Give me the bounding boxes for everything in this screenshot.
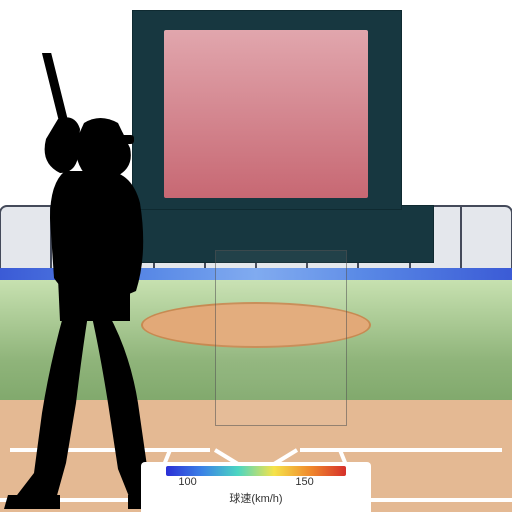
speed-tick: 100 [178, 476, 196, 488]
speed-legend-gradient [166, 466, 346, 476]
stand-panel [0, 205, 52, 270]
speed-tick: 150 [295, 476, 313, 488]
speed-legend: 100 150 球速(km/h) [141, 462, 371, 512]
speed-legend-ticks: 100 150 [166, 476, 346, 492]
speed-legend-label: 球速(km/h) [141, 490, 371, 506]
scoreboard-screen [164, 30, 368, 198]
stand-panel [50, 205, 103, 270]
pitch-chart-scene: 100 150 球速(km/h) [0, 0, 512, 512]
strike-zone-box [215, 250, 347, 426]
stand-panel [460, 205, 512, 270]
